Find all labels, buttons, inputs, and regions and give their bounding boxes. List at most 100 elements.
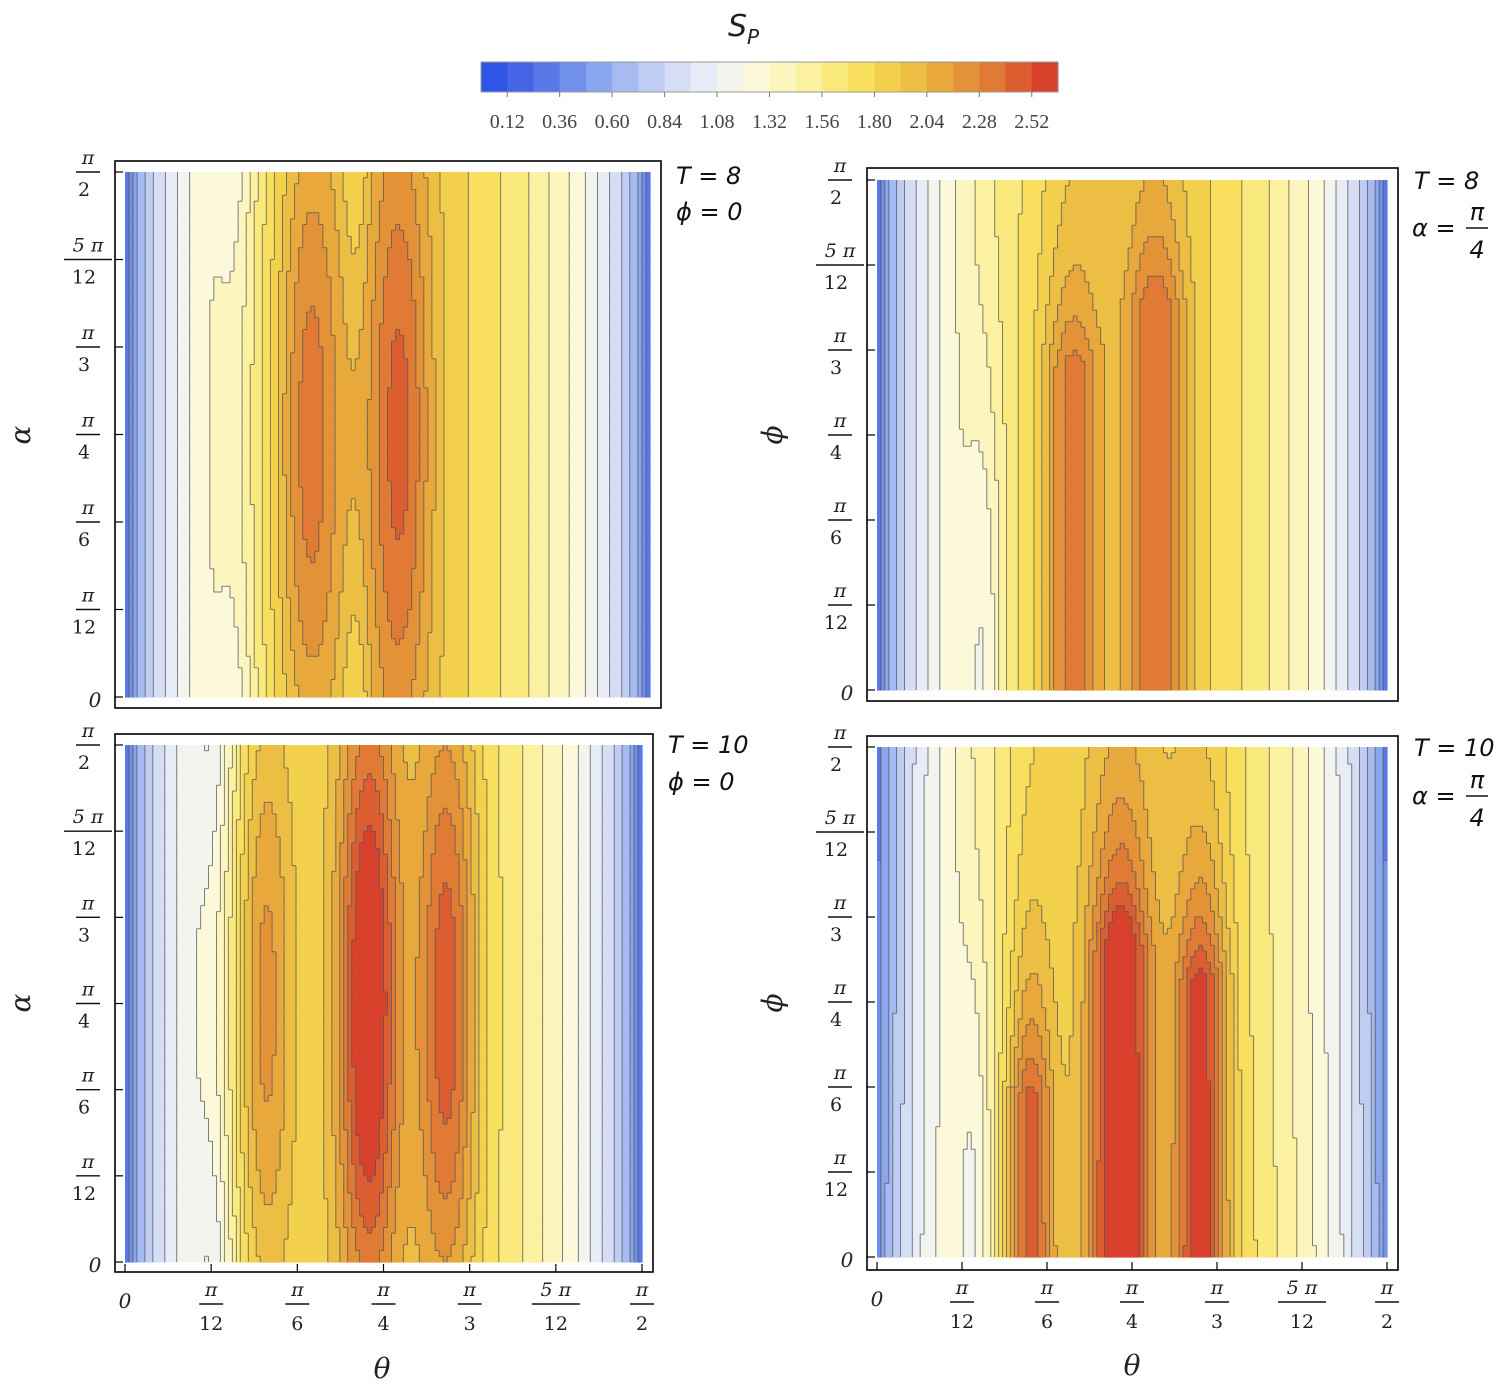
contour-cell — [391, 376, 397, 383]
contour-cell — [589, 341, 595, 348]
contour-cell — [153, 376, 158, 383]
contour-cell — [355, 370, 360, 377]
contour-cell — [427, 370, 433, 377]
contour-cell — [137, 306, 142, 313]
contour-cell — [347, 224, 352, 231]
contour-cell — [302, 335, 308, 342]
contour-cell — [633, 294, 639, 301]
contour-cell — [145, 300, 150, 307]
contour-cell — [589, 358, 595, 366]
contour-cell — [508, 247, 514, 255]
contour-cell — [326, 253, 332, 261]
contour-cell — [286, 282, 292, 290]
contour-cell — [153, 312, 158, 319]
contour-cell — [213, 247, 219, 255]
contour-cell — [621, 172, 627, 179]
contour-cell — [258, 323, 263, 331]
contour-cell — [520, 177, 526, 185]
contour-cell — [625, 329, 631, 336]
contour-cell — [318, 253, 324, 261]
contour-cell — [298, 212, 304, 220]
contour-cell — [213, 236, 219, 243]
contour-cell — [125, 212, 130, 220]
contour-cell — [456, 352, 461, 360]
contour-cell — [557, 341, 562, 348]
contour-cell — [557, 224, 562, 231]
contour-cell — [557, 253, 562, 261]
contour-cell — [532, 224, 538, 231]
contour-cell — [125, 382, 130, 389]
contour-cell — [585, 177, 591, 185]
contour-cell — [549, 277, 554, 284]
contour-cell — [363, 306, 368, 313]
contour-cell — [310, 294, 316, 301]
contour-cell — [298, 294, 304, 301]
contour-cell — [355, 317, 360, 325]
contour-cell — [561, 253, 566, 261]
contour-cell — [306, 387, 312, 395]
contour-cell — [177, 259, 183, 266]
contour-cell — [605, 387, 611, 395]
contour-cell — [181, 335, 187, 342]
contour-cell — [464, 277, 469, 284]
contour-cell — [141, 370, 146, 377]
contour-cell — [629, 329, 635, 336]
contour-cell — [545, 317, 550, 325]
contour-cell — [597, 364, 603, 371]
contour-cell — [330, 242, 336, 249]
colorbar-tick-label: 2.28 — [962, 111, 997, 133]
contour-cell — [488, 195, 494, 202]
contour-cell — [427, 230, 433, 237]
contour-cell — [298, 312, 304, 319]
contour-cell — [504, 177, 510, 185]
contour-cell — [496, 277, 502, 284]
contour-cell — [217, 230, 223, 237]
contour-cell — [597, 347, 603, 354]
contour-cell — [383, 317, 389, 325]
contour-cell — [371, 370, 376, 377]
contour-cell — [536, 247, 542, 255]
contour-cell — [153, 195, 158, 202]
contour-cell — [363, 172, 368, 179]
contour-cell — [238, 224, 243, 231]
contour-cell — [569, 201, 574, 208]
contour-cell — [335, 183, 340, 191]
contour-cell — [250, 218, 255, 226]
contour-cell — [137, 218, 142, 226]
contour-cell — [230, 259, 235, 266]
contour-cell — [444, 352, 449, 360]
contour-cell — [549, 341, 554, 348]
contour-cell — [185, 312, 191, 319]
contour-cell — [589, 189, 595, 196]
contour-cell — [339, 189, 344, 196]
contour-cell — [625, 218, 631, 226]
contour-cell — [286, 253, 292, 261]
contour-cell — [577, 364, 582, 371]
contour-cell — [302, 177, 308, 185]
contour-cell — [419, 172, 425, 179]
contour-cell — [306, 265, 312, 272]
contour-cell — [601, 352, 607, 360]
contour-cell — [306, 183, 312, 191]
contour-cell — [557, 370, 562, 377]
contour-cell — [557, 236, 562, 243]
contour-cell — [512, 230, 518, 237]
contour-cell — [508, 329, 514, 336]
contour-cell — [444, 183, 449, 191]
contour-cell — [197, 189, 203, 196]
contour-cell — [573, 323, 578, 331]
contour-cell — [343, 358, 348, 366]
contour-cell — [314, 236, 320, 243]
contour-cell — [468, 218, 473, 226]
contour-cell — [440, 335, 445, 342]
contour-cell — [456, 189, 461, 196]
contour-cell — [581, 300, 586, 307]
contour-cell — [270, 253, 276, 261]
contour-cell — [395, 259, 401, 266]
contour-cell — [391, 236, 397, 243]
contour-cell — [468, 271, 473, 278]
contour-cell — [629, 230, 635, 237]
contour-cell — [476, 317, 481, 325]
contour-cell — [484, 195, 490, 202]
contour-cell — [528, 282, 534, 290]
